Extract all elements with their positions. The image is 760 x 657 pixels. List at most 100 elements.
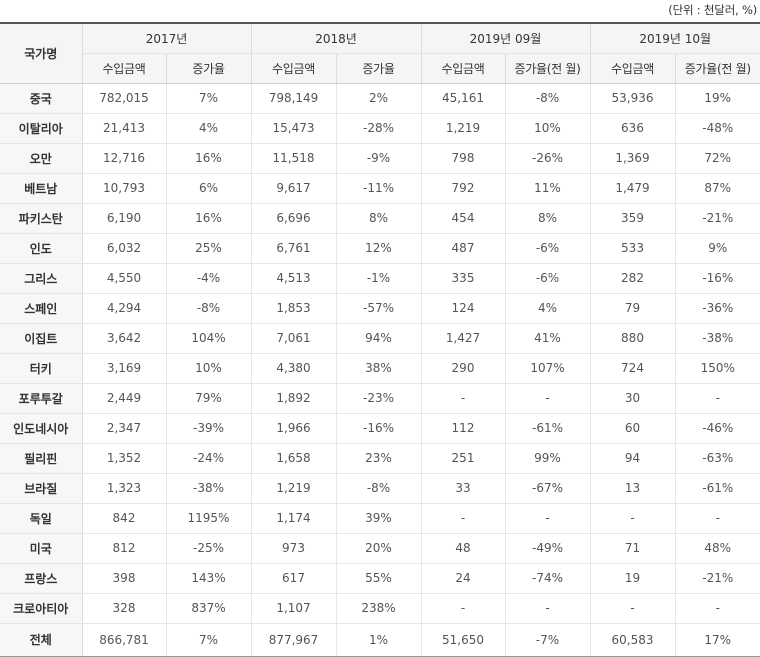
growth-cell: -1% [335,263,421,294]
amount-cell: 10,793 [81,173,166,204]
growth-cell: 23% [335,443,421,474]
country-cell: 크로아티아 [0,593,83,624]
amount-cell: 1,658 [250,443,336,474]
table-row: 그리스 4,550 -4% 4,513 -1% 335 -6% 282 -16% [0,263,760,294]
growth-cell: -39% [165,413,251,444]
amount-cell: 6,696 [250,203,336,234]
country-cell: 오만 [0,143,83,174]
growth-cell: -36% [674,293,760,324]
subheader-amount: 수입금액 [420,53,505,84]
growth-cell: 1195% [165,503,251,534]
amount-cell: 112 [420,413,505,444]
amount-cell: 1,219 [420,113,505,144]
period-header: 2017년 [81,22,251,54]
growth-cell: -63% [674,443,760,474]
amount-cell: 1,892 [250,383,336,414]
growth-cell: 11% [504,173,590,204]
growth-cell: - [674,593,760,624]
country-cell: 프랑스 [0,563,83,594]
amount-cell: 13 [589,473,675,504]
growth-cell: 41% [504,323,590,354]
growth-cell: 99% [504,443,590,474]
country-cell: 이탈리아 [0,113,83,144]
table-row: 이탈리아 21,413 4% 15,473 -28% 1,219 10% 636 -48% [0,113,760,144]
growth-cell: 8% [335,203,421,234]
amount-cell: 7,061 [250,323,336,354]
country-cell: 스페인 [0,293,83,324]
growth-cell: -21% [674,563,760,594]
growth-cell: -8% [165,293,251,324]
growth-cell: 16% [165,143,251,174]
table-row: 포루투갈 2,449 79% 1,892 -23% - -30- [0,383,760,414]
amount-cell: 21,413 [81,113,166,144]
amount-cell: 1,107 [250,593,336,624]
growth-cell: - [504,593,590,624]
amount-cell: 1,369 [589,143,675,174]
amount-cell: 1,219 [250,473,336,504]
amount-cell: 3,169 [81,353,166,384]
amount-cell: 79 [589,293,675,324]
growth-cell: 10% [504,113,590,144]
table-row: 파키스탄 6,190 16% 6,696 8% 454 8% 359 -21% [0,203,760,234]
country-cell: 브라질 [0,473,83,504]
growth-cell: -9% [335,143,421,174]
amount-cell: 636 [589,113,675,144]
amount-cell: 1,853 [250,293,336,324]
growth-cell: 39% [335,503,421,534]
table-row: 터키 3,169 10% 4,380 38% 290 107% 724 150% [0,353,760,384]
amount-cell: 359 [589,203,675,234]
growth-cell: 87% [674,173,760,204]
unit-note: (단위 : 천달러, %) [668,3,757,17]
growth-cell: -16% [335,413,421,444]
amount-cell: 842 [81,503,166,534]
subheader-amount: 수입금액 [589,53,675,84]
growth-cell: -6% [504,263,590,294]
amount-cell: 15,473 [250,113,336,144]
amount-cell: 53,936 [589,83,675,114]
growth-cell: -23% [335,383,421,414]
amount-cell: 1,427 [420,323,505,354]
total-cell: 866,781 [81,622,166,657]
country-cell: 필리핀 [0,443,83,474]
amount-cell: 2,449 [81,383,166,414]
total-cell: 60,583 [589,622,675,657]
growth-cell: -6% [504,233,590,264]
header-row-subheaders: 수입금액 증가율 수입금액 증가율 수입금액 증가율(전 월) 수입금액 증가율… [0,53,760,84]
amount-cell: 454 [420,203,505,234]
amount-cell: 487 [420,233,505,264]
amount-cell: 1,352 [81,443,166,474]
growth-cell: 238% [335,593,421,624]
subheader-amount: 수입금액 [81,53,166,84]
amount-cell: 71 [589,533,675,564]
growth-cell: 10% [165,353,251,384]
amount-cell: 4,294 [81,293,166,324]
amount-cell: 4,380 [250,353,336,384]
growth-cell: -25% [165,533,251,564]
growth-cell: -74% [504,563,590,594]
growth-cell: -11% [335,173,421,204]
total-cell: 877,967 [250,622,336,657]
subheader-growth: 증가율 [335,53,421,84]
country-cell: 중국 [0,83,83,114]
growth-cell: - [504,383,590,414]
amount-cell: - [420,503,505,534]
amount-cell: - [589,593,675,624]
amount-cell: 24 [420,563,505,594]
subheader-amount: 수입금액 [250,53,336,84]
total-cell: 1% [335,622,421,657]
total-cell: -7% [504,622,590,657]
growth-cell: 837% [165,593,251,624]
subheader-growth: 증가율 [165,53,251,84]
total-cell: 51,650 [420,622,505,657]
table-row: 미국 812 -25% 973 20% 48 -49% 71 48% [0,533,760,564]
amount-cell: 6,032 [81,233,166,264]
amount-cell: 1,966 [250,413,336,444]
country-cell: 이집트 [0,323,83,354]
amount-cell: 12,716 [81,143,166,174]
country-header: 국가명 [0,22,83,84]
growth-cell: 2% [335,83,421,114]
growth-cell: -24% [165,443,251,474]
growth-cell: - [674,383,760,414]
amount-cell: 617 [250,563,336,594]
country-cell: 그리스 [0,263,83,294]
